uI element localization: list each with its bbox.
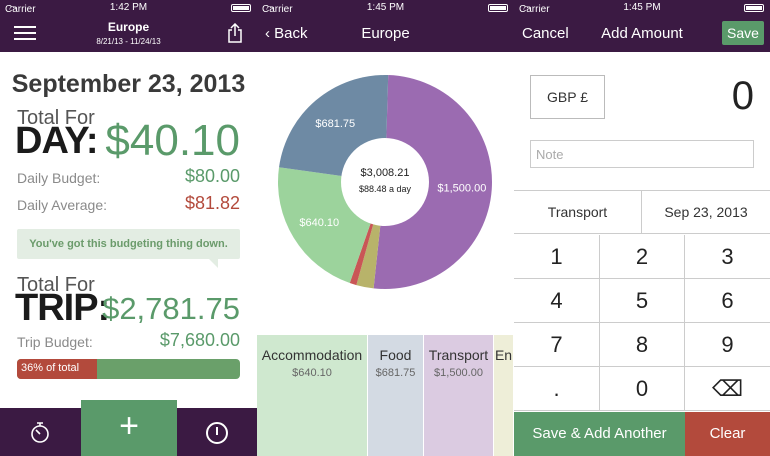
- category-name: Transport: [428, 347, 489, 363]
- trip-title: Europe: [107, 20, 150, 34]
- trip-budget-label: Trip Budget:: [17, 334, 93, 350]
- nav-bar: Europe 8/21/13 - 11/24/13: [0, 16, 257, 52]
- daily-average-label: Daily Average:: [17, 197, 108, 213]
- wifi-icon: ◠: [9, 4, 17, 14]
- trip-progress-bar: 36% of total: [17, 359, 240, 379]
- add-expense-button[interactable]: +: [81, 400, 177, 456]
- category-name: Food: [379, 347, 412, 363]
- page-title: Europe: [361, 25, 410, 42]
- category-amount: $640.10: [292, 367, 332, 379]
- battery-icon: [744, 4, 764, 12]
- digit-key-8[interactable]: 8: [600, 323, 685, 367]
- category-selector[interactable]: Transport: [514, 191, 642, 233]
- category-strip: Accommodation $640.10 Food $681.75 Transport…: [257, 335, 514, 456]
- digit-key-7[interactable]: 7: [514, 323, 600, 367]
- pie-slice-label: $681.75: [315, 118, 355, 130]
- back-label: Back: [274, 25, 308, 42]
- category-amount: $681.75: [375, 367, 416, 379]
- trip-progress-label: 36% of total: [21, 362, 80, 374]
- amount-display: 0: [731, 74, 754, 118]
- pie-center: [341, 138, 429, 226]
- stopwatch-icon[interactable]: [30, 422, 50, 444]
- wifi-icon: ◠: [523, 4, 531, 14]
- nav-bar: Cancel Add Amount Save: [514, 16, 770, 52]
- trip-amount: $2,781.75: [102, 291, 240, 326]
- pie-center-daily: $88.48 a day: [359, 184, 412, 194]
- date-selector[interactable]: Sep 23, 2013: [664, 204, 748, 220]
- category-item[interactable]: Food $681.75: [368, 335, 424, 456]
- day-amount: $40.10: [105, 116, 240, 165]
- category-item[interactable]: Accommodation $640.10: [257, 335, 368, 456]
- page-title: Add Amount: [601, 25, 683, 42]
- time-label: 1:42 PM: [109, 2, 148, 13]
- category-date-row: Transport Sep 23, 2013: [514, 190, 770, 234]
- share-icon[interactable]: [227, 23, 243, 43]
- digit-key-6[interactable]: 6: [685, 279, 770, 323]
- cancel-button[interactable]: Cancel: [522, 25, 569, 42]
- trip-summary-screen: Carrier ◠ 1:42 PM Europe 8/21/13 - 11/24/…: [0, 0, 257, 456]
- clear-button[interactable]: Clear: [685, 412, 770, 456]
- pie-center-total: $3,008.21: [361, 167, 410, 179]
- digit-key-1[interactable]: 1: [514, 235, 600, 279]
- message-bubble: You've got this budgeting thing down.: [17, 229, 240, 268]
- tab-bar: +: [0, 400, 257, 456]
- digit-key-9[interactable]: 9: [685, 323, 770, 367]
- category-pie-chart: $1,500.00 $640.10 $681.75 $3,008.21 $88.48…: [277, 74, 493, 289]
- decimal-key[interactable]: .: [514, 367, 600, 411]
- digit-key-4[interactable]: 4: [514, 279, 600, 323]
- pie-slice-label: $640.10: [299, 217, 339, 229]
- digit-key-5[interactable]: 5: [600, 279, 685, 323]
- category-item[interactable]: Transport $1,500.00: [424, 335, 494, 456]
- daily-average-value: $81.82: [184, 193, 240, 213]
- status-bar: Carrier ◠ 1:45 PM: [257, 0, 514, 16]
- back-button[interactable]: ‹ Back: [265, 25, 308, 42]
- hamburger-icon[interactable]: [14, 26, 36, 40]
- note-field[interactable]: [530, 140, 754, 168]
- carrier-text: Carrier: [262, 4, 293, 15]
- category-item[interactable]: En: [494, 335, 514, 456]
- trip-progress-fill: [17, 359, 98, 379]
- pie-slice-label: $1,500.00: [437, 182, 486, 194]
- currency-selector[interactable]: GBP £: [530, 75, 605, 119]
- category-name: Accommodation: [261, 347, 363, 363]
- add-amount-screen: Carrier ◠ 1:45 PM Cancel Add Amount Save …: [514, 0, 770, 456]
- carrier-text: Carrier: [5, 4, 36, 15]
- daily-budget-value: $80.00: [184, 166, 240, 186]
- save-and-add-another-button[interactable]: Save & Add Another: [514, 412, 685, 456]
- trip-total-for-label: Total For: [17, 274, 95, 296]
- battery-icon: [488, 4, 508, 12]
- trip-budget-value: $7,680.00: [159, 330, 240, 350]
- category-amount: $1,500.00: [434, 367, 483, 379]
- time-label: 1:45 PM: [623, 2, 661, 13]
- chevron-left-icon: ‹: [265, 25, 275, 42]
- breakdown-screen: Carrier ◠ 1:45 PM ‹ Back Europe $1,500.00…: [257, 0, 514, 456]
- day-total-for-label: Total For: [17, 107, 95, 129]
- trip-label: TRIP:: [15, 287, 110, 329]
- trip-dates: 8/21/13 - 11/24/13: [96, 37, 161, 46]
- daily-budget-label: Daily Budget:: [17, 170, 101, 186]
- category-name: En: [494, 347, 513, 363]
- digit-key-2[interactable]: 2: [600, 235, 685, 279]
- pie-slice[interactable]: [373, 75, 493, 289]
- status-bar: Carrier ◠ 1:42 PM: [0, 0, 257, 16]
- clock-icon[interactable]: [206, 422, 228, 444]
- time-label: 1:45 PM: [366, 2, 405, 13]
- battery-icon: [231, 4, 251, 12]
- nav-bar: ‹ Back Europe: [257, 16, 514, 52]
- save-button[interactable]: Save: [722, 21, 764, 45]
- digit-key-0[interactable]: 0: [600, 367, 685, 411]
- backspace-key[interactable]: ⌫: [685, 367, 770, 411]
- day-label: DAY:: [15, 120, 99, 162]
- status-bar: Carrier ◠ 1:45 PM: [514, 0, 770, 16]
- carrier-text: Carrier: [519, 4, 550, 15]
- date-heading: September 23, 2013: [11, 70, 246, 98]
- wifi-icon: ◠: [266, 4, 274, 14]
- digit-key-3[interactable]: 3: [685, 235, 770, 279]
